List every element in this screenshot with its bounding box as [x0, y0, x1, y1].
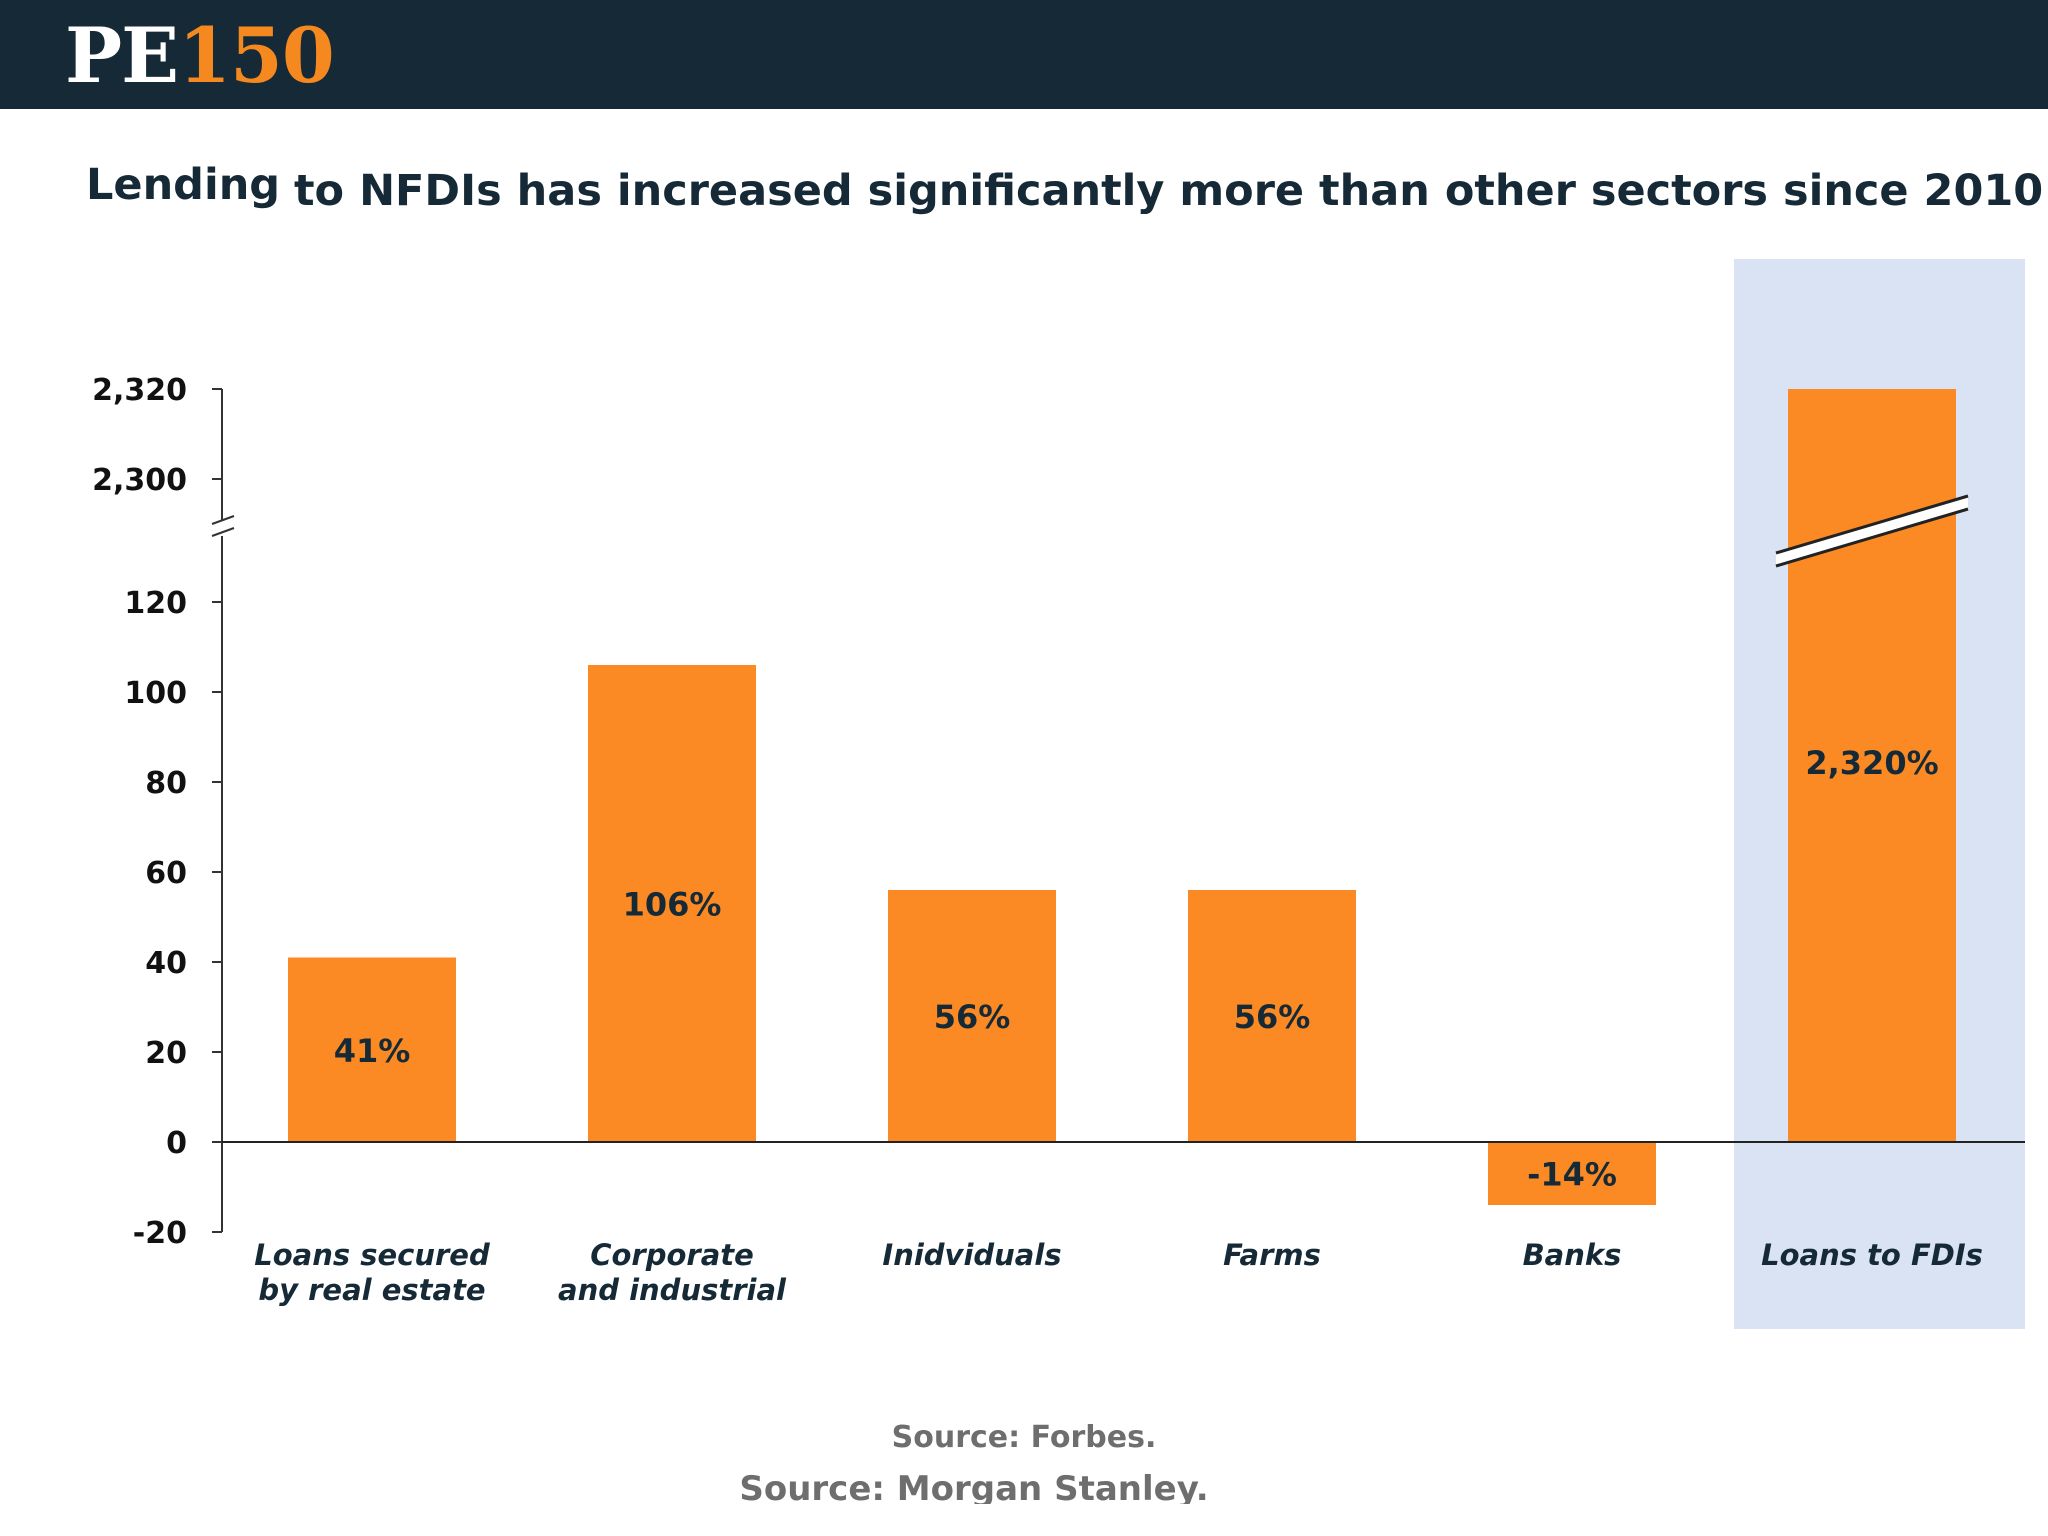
- y-tick-label: 60: [145, 856, 187, 891]
- x-category-label: by real estate: [258, 1273, 485, 1307]
- source-forbes: Source: Forbes.: [891, 1420, 1157, 1455]
- bar-break-line-bottom: [1775, 507, 1969, 568]
- header-bar: PE150: [0, 0, 2048, 109]
- bar-value-label: 41%: [334, 1032, 411, 1070]
- x-category-label: and industrial: [558, 1273, 787, 1307]
- x-category-label: Inidviduals: [882, 1238, 1061, 1272]
- bar-5: [1488, 1142, 1656, 1205]
- y-tick-label: -20: [133, 1216, 187, 1251]
- chart-title-part2: to NFDIs has increased significantly mor…: [294, 166, 2044, 216]
- bar-break-gap: [1776, 496, 1968, 566]
- y-tick-label: 0: [166, 1126, 187, 1161]
- bar-value-label: 106%: [623, 886, 722, 924]
- bar-break-line-top: [1775, 494, 1969, 555]
- y-tick-label: 100: [124, 676, 187, 711]
- bar-value-label: 56%: [1234, 998, 1311, 1036]
- x-category-label: Farms: [1223, 1238, 1321, 1272]
- bar-1: [288, 957, 456, 1142]
- axis-break-mark-top: [211, 515, 235, 525]
- bar-2: [588, 665, 756, 1142]
- bar-4: [1188, 890, 1356, 1142]
- x-category-label: Loans to FDIs: [1761, 1238, 1983, 1272]
- bar-value-label: -14%: [1527, 1156, 1617, 1194]
- y-tick-label: 40: [145, 946, 187, 981]
- y-tick-label: 2,320: [92, 373, 187, 408]
- y-tick-label: 80: [145, 766, 187, 801]
- y-tick-label: 2,300: [92, 463, 187, 498]
- bar-value-label: 2,320%: [1805, 744, 1938, 782]
- bar-value-label: 56%: [934, 998, 1011, 1036]
- source-morgan-stanley: Source: Morgan Stanley.: [0, 1468, 2048, 1504]
- y-tick-label: 120: [124, 586, 187, 621]
- x-category-label: Loans secured: [254, 1238, 490, 1272]
- x-category-label: Corporate: [590, 1238, 754, 1272]
- axis-break-mark-bottom: [211, 527, 235, 537]
- source-morgan-stanley-text: Source: Morgan Stanley.: [739, 1469, 1209, 1504]
- x-category-label: Banks: [1523, 1238, 1622, 1272]
- bar-3: [888, 890, 1056, 1142]
- pe150-logo[interactable]: PE150: [65, 16, 335, 96]
- y-tick-label: 20: [145, 1036, 187, 1071]
- logo-pe-text: PE: [65, 11, 179, 100]
- chart-title-part1: Lending: [86, 160, 281, 210]
- logo-number-text: 150: [178, 11, 335, 100]
